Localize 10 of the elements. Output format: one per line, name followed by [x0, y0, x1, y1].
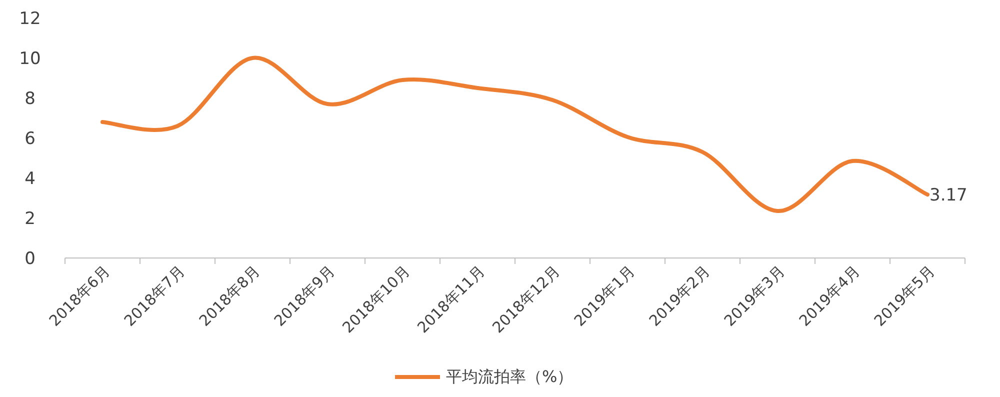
y-tick-label: 2 — [24, 209, 36, 229]
y-tick-label: 4 — [24, 169, 36, 189]
y-tick-label: 8 — [24, 89, 36, 109]
line-series — [100, 56, 930, 213]
data-label: 3.17 — [930, 186, 968, 206]
legend-label: 平均流拍率（%） — [446, 367, 574, 386]
y-tick-label: 0 — [24, 249, 36, 269]
y-tick-label: 6 — [24, 129, 36, 149]
y-tick-label: 12 — [19, 9, 41, 29]
y-tick-label: 10 — [19, 49, 41, 69]
